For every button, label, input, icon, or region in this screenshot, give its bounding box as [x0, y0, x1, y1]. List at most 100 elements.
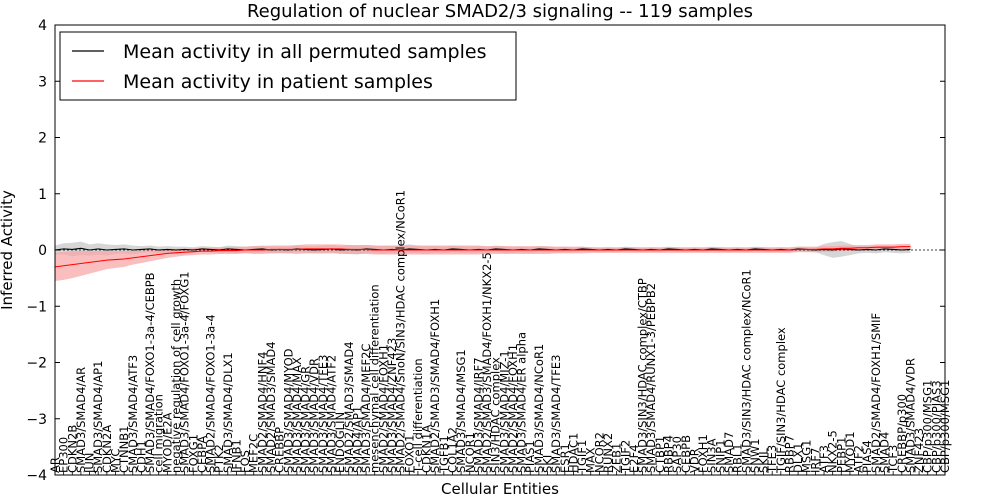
entity-label: SMAD7	[722, 432, 736, 473]
entity-label: SMAD4/AP1	[350, 406, 364, 473]
entity-label: RUNX2	[601, 433, 615, 473]
y-tick-label: 0	[38, 243, 47, 259]
entity-label: PEBP1	[834, 437, 848, 473]
entity-label: CBP/p300/MSG1	[921, 380, 935, 473]
entity-label: ZNF423	[912, 428, 926, 473]
entity-label: SMAD3/SMAD4/VDR	[903, 358, 917, 473]
entity-label: SKIL	[757, 448, 771, 473]
entity-label: SMAD3/SIN3/HDAC complex/NCoR1	[739, 269, 753, 473]
entity-label: CEBPA	[195, 436, 209, 473]
entity-label: SMAD3/SMAD4/FOXO1-3a-4/FOXG1	[178, 271, 192, 473]
entity-label: FOXH1	[696, 434, 710, 473]
entity-label: TGFB1	[437, 435, 451, 474]
entity-label: MYOD1	[843, 431, 857, 473]
entity-label: SMAD2/SMAD4/HNF4	[255, 352, 269, 473]
entity-label: TGIF1	[575, 440, 589, 474]
legend-label-patient: Mean activity in patient samples	[123, 71, 433, 93]
entity-label: SMAD3/SMAD4/MYOD	[281, 348, 295, 473]
entity-label: SMAD3/SMAD4/ATF3	[126, 355, 140, 473]
entity-label: RBBP4	[661, 435, 675, 473]
entity-label: negative regulation of cell growth	[169, 279, 183, 473]
legend-label-permuted: Mean activity in all permuted samples	[123, 41, 486, 63]
series-lines	[54, 246, 945, 268]
entity-label: MYOD/E2A	[160, 412, 174, 473]
entity-label: COL1A2	[445, 427, 459, 473]
entity-label: SMAD3/SMAD4/MEF2C	[359, 344, 373, 473]
entity-label: SMAD2/SMAD4/SnoN/SIN3/HDAC complex/NCoR1	[394, 190, 408, 473]
entity-label: SMAD3/SIN3/HDAC complex/CTBP	[636, 278, 650, 473]
entity-label: SAP30	[670, 436, 684, 473]
entity-label: TGIF/SIN3/HDAC complex	[774, 327, 788, 474]
entity-label: SMAD3/SMAD4/AR	[74, 367, 88, 473]
entity-label: PIAS4	[860, 440, 874, 473]
entity-label: SMAD2/SMAD4/FOXH1/SMIF	[869, 313, 883, 473]
chart-title: Regulation of nuclear SMAD2/3 signaling …	[247, 1, 753, 22]
entity-label: JUN	[83, 453, 97, 474]
entity-label: SIN3/HDAC complex	[489, 357, 503, 473]
entity-label: T-cell differentiation	[411, 358, 425, 474]
entity-label: SMAD3/SMAD4/MIZ-1	[497, 350, 511, 473]
entity-label: SMAD3/SMAD4/FOXO1-3a-4/CEBPB	[143, 272, 157, 473]
entity-label: CDKN2B	[65, 425, 79, 473]
entity-label: SMAD4	[878, 432, 892, 473]
entity-label: SMAD3/SMAD4/RUNX1-3/PEBPB2	[644, 283, 658, 473]
y-axis: −4 −3 −2 −1 0 1 2 3 4	[26, 18, 945, 484]
entity-label: SMAD2/SMAD3/SMAD4/FOXH1/NKX2-5	[480, 252, 494, 473]
entity-label: DLX1	[791, 443, 805, 473]
entity-label: SMAD2/SMAD4/FOXO1-3a-4	[204, 314, 218, 473]
entity-label: SMAD3/SMAD4/GR	[299, 366, 313, 473]
entity-label: RBL1	[731, 443, 745, 473]
entity-label: SMAD2/SMAD3/SMAD4	[264, 341, 278, 473]
entity-label: PTK2	[212, 444, 226, 473]
entity-label: ESR1	[558, 443, 572, 473]
entity-label: CTBP1	[653, 436, 667, 473]
patient-activity-band	[55, 243, 911, 281]
legend: Mean activity in all permuted samples Me…	[59, 31, 517, 101]
entity-label: TFE3	[765, 445, 779, 474]
entity-label: SMAD3/SMAD4/MSG1	[454, 349, 468, 473]
entity-label: NCOR1	[463, 432, 477, 473]
entity-label: SMAD3/SMAD4/VDR	[307, 358, 321, 473]
entity-label: ATF3	[817, 445, 831, 473]
entity-label: MSG1	[800, 440, 814, 473]
entity-label: NCOR2	[592, 432, 606, 473]
y-tick-label: 1	[38, 187, 47, 203]
entity-label: TGIF2	[618, 440, 632, 474]
entity-label: VDR	[687, 448, 701, 473]
x-axis-ticks	[54, 471, 946, 475]
entity-label: SMAD3/SMAD4/TFE3	[549, 355, 563, 474]
entity-label: CTNNB1	[117, 426, 131, 473]
y-tick-label: −4	[26, 468, 47, 484]
entity-label: SMAD3/SMAD4/ZNF423	[385, 338, 399, 473]
entity-label: MAX	[584, 447, 598, 473]
entity-label: TCF3	[886, 445, 900, 474]
entity-label: SNW1	[748, 438, 762, 473]
entity-labels: AREP300CDKN2BSMAD3/SMAD4/ARJUNSMAD3/SMAD…	[48, 190, 952, 474]
entity-label: SMAD2/SMAD4/FOXH1	[506, 344, 520, 473]
entity-label: SMAD2/SMAD4/FOXH1	[376, 344, 390, 473]
entity-label: HDAC1	[566, 433, 580, 473]
entity-label: EP300	[57, 437, 71, 473]
entity-label: CDH1	[134, 440, 148, 473]
entity-label: CDKN2A	[100, 425, 114, 473]
entity-label: ENDOGLIN	[333, 412, 347, 473]
entity-label: MYC	[108, 449, 122, 473]
entity-label: FOXO1	[402, 435, 416, 473]
entity-label: PIAS1	[523, 440, 537, 473]
y-tick-label: 4	[38, 18, 47, 34]
legend-box	[59, 31, 517, 101]
y-tick-label: −2	[26, 356, 47, 372]
y-axis-title: Inferred Activity	[0, 190, 16, 310]
entity-label: CREBBP/p300	[895, 394, 909, 473]
entity-label: SMAD3/SMAD4/TFE3	[316, 355, 330, 474]
entity-label: mesenchymal cell differentiation	[368, 284, 382, 473]
y-tick-label: −1	[26, 299, 47, 315]
entity-label: cell migration	[152, 394, 166, 473]
entity-label: SIN3A	[705, 438, 719, 473]
entity-label: RBBP7	[782, 435, 796, 473]
entity-label: SMAD3/SMAD4/MAX	[290, 357, 304, 473]
entity-label: SMAD3/SMAD4/NCoR1	[532, 344, 546, 473]
entity-label: ZEB1	[610, 443, 624, 473]
entity-label: SMAD3/SMAD4/ER alpha	[515, 332, 529, 473]
